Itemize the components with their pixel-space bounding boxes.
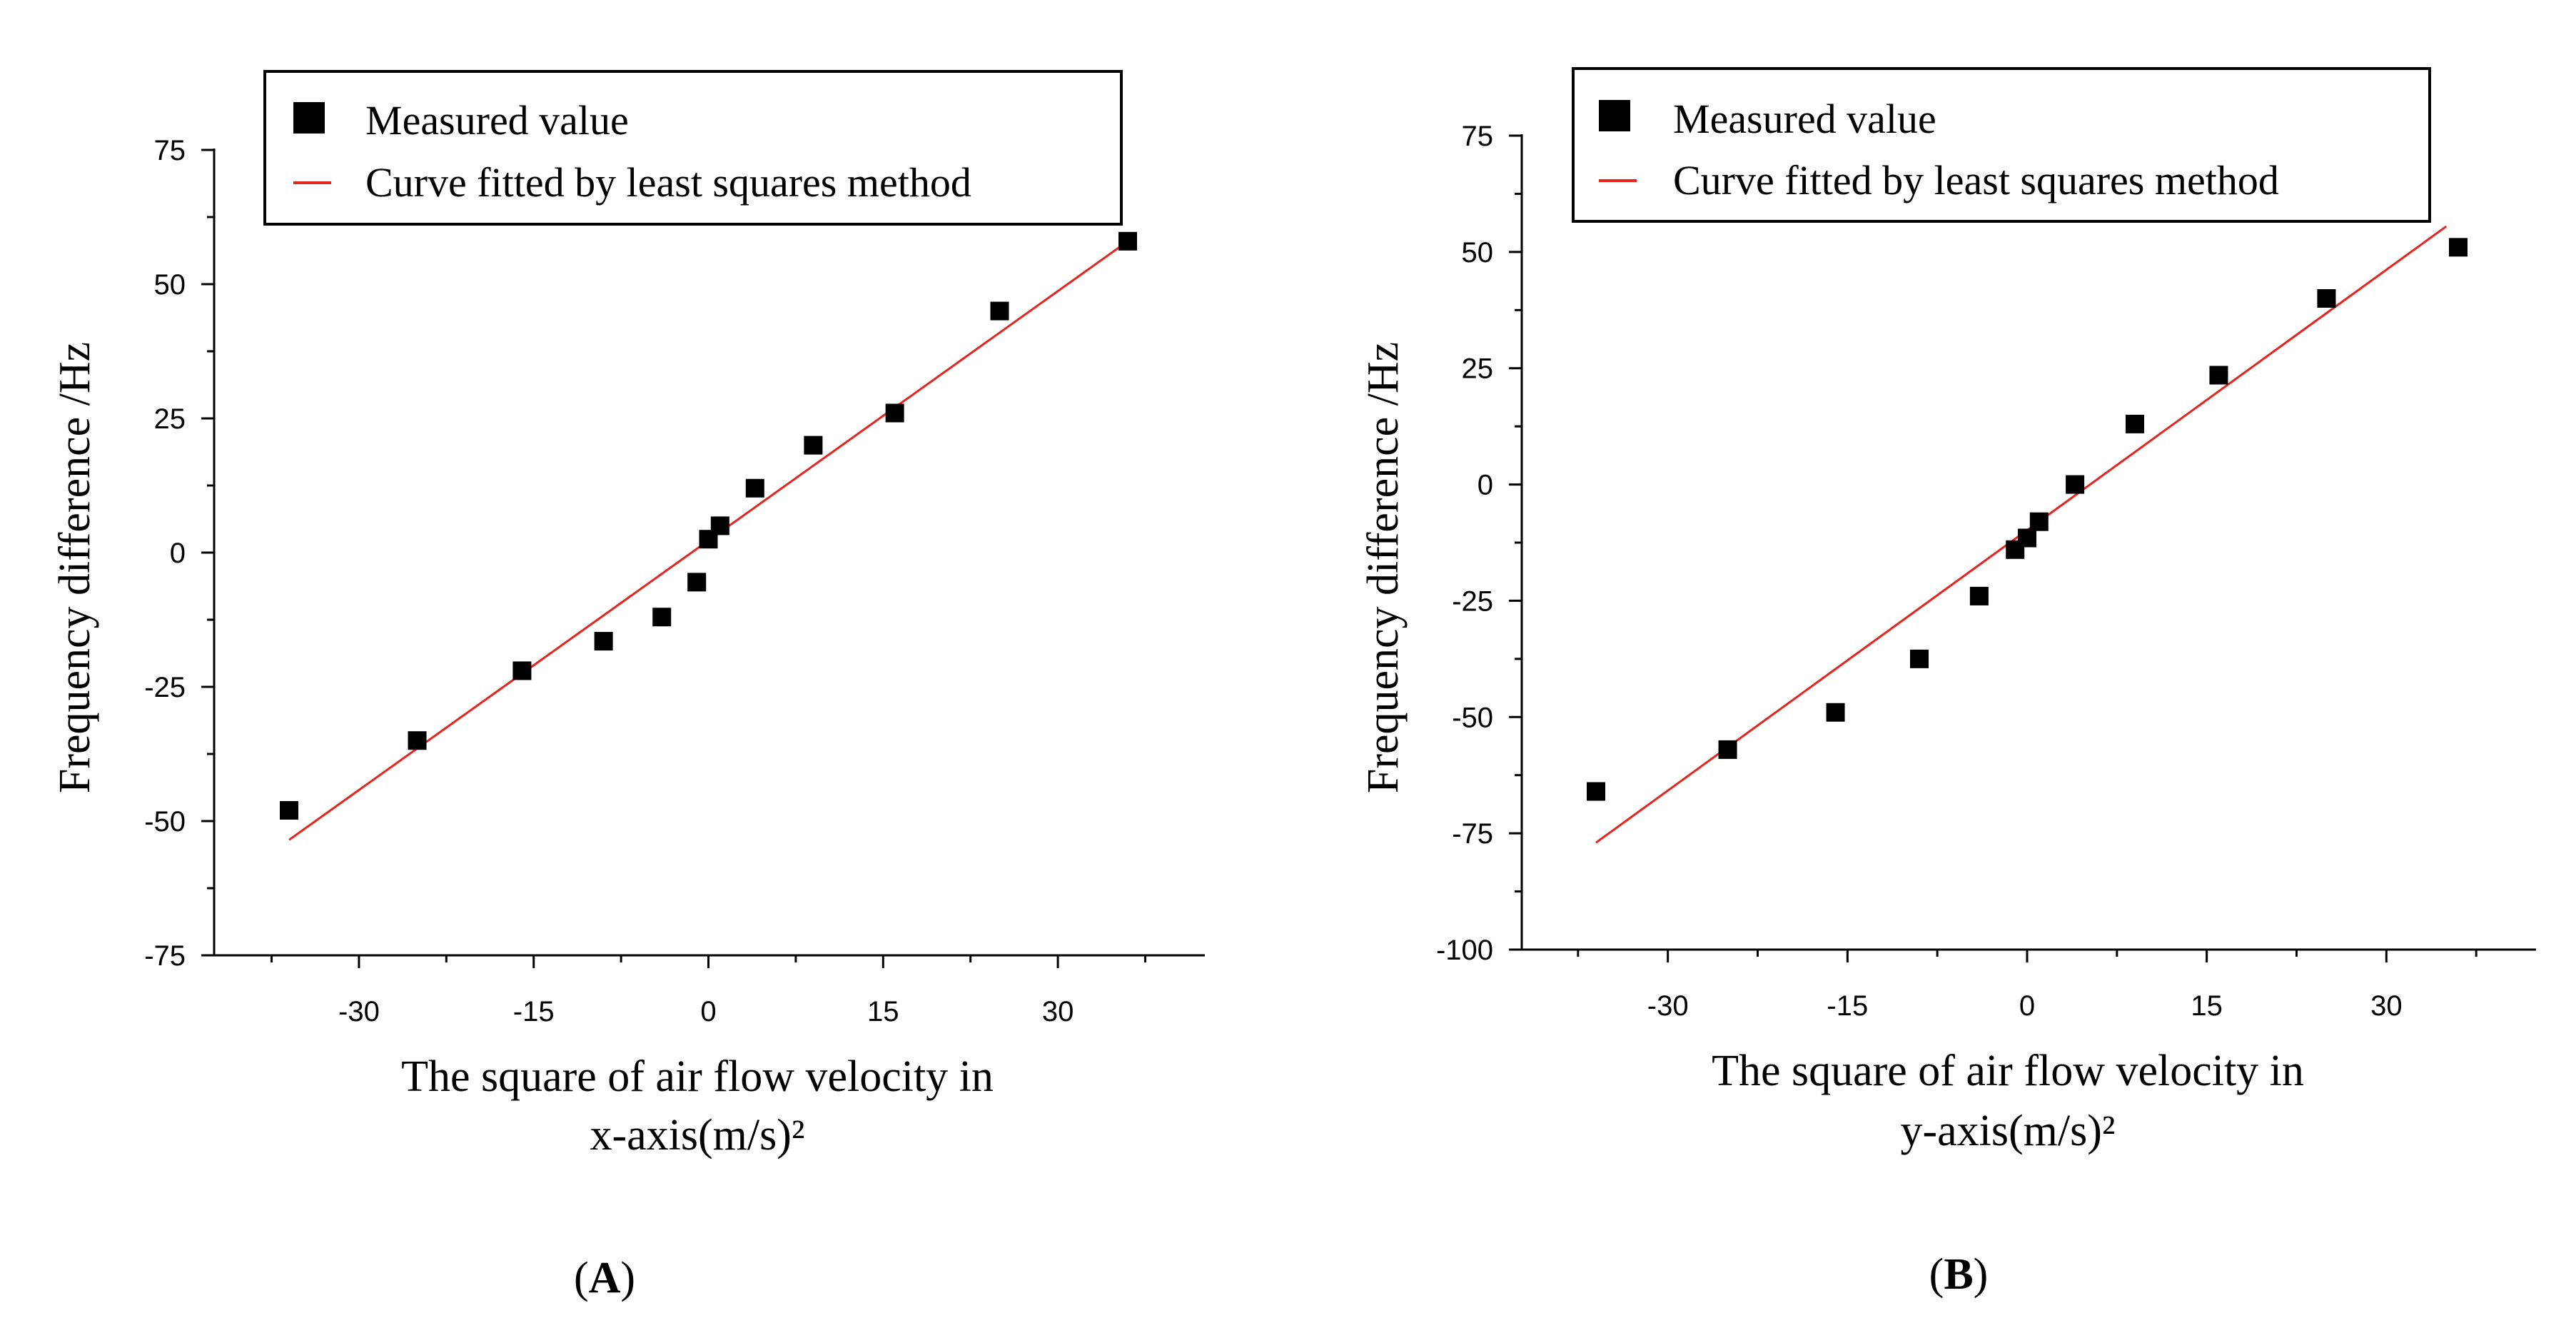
chart-b-xlabel-line1: The square of air flow velocity in (1712, 1047, 2304, 1095)
chart-a-y-tick-label: -25 (144, 672, 186, 703)
chart-a-legend-box (263, 70, 1123, 226)
chart-a-x-tick-label: -15 (513, 996, 555, 1027)
chart-a-data-point (745, 478, 764, 498)
chart-b-x-tick-label: -30 (1647, 990, 1689, 1022)
chart-b-legend-marker-label: Measured value (1673, 96, 1936, 142)
chart-b-data-point (1910, 649, 1929, 668)
chart-b-data-point (2317, 289, 2336, 308)
chart-a-data-point (280, 800, 298, 820)
chart-b-data-point (1826, 703, 1845, 722)
chart-a-data-point (804, 436, 823, 455)
chart-b-xlabel-line2: y-axis(m/s)² (1901, 1107, 2116, 1155)
chart-b-y-tick-label: 0 (1478, 470, 1493, 501)
chart-b-data-point (2018, 528, 2036, 548)
chart-b: -100 -75 -50 -25 0 25 50 75 -30 -15 0 15 30 Measured… (1359, 67, 2536, 1299)
chart-a-legend-marker-icon (293, 102, 325, 134)
chart-a-data-point (408, 731, 427, 750)
chart-a-y-tick-label: 75 (154, 135, 186, 166)
chart-a-y-tick-label: 50 (154, 269, 186, 301)
chart-b-data-point (1718, 740, 1737, 759)
chart-a-legend-line-label: Curve fitted by least squares method (365, 159, 971, 206)
chart-b-plot-area: -100 -75 -50 -25 0 25 50 75 -30 -15 0 15 30 (1436, 121, 2536, 1022)
chart-b-data-point (2126, 414, 2144, 433)
chart-b-legend-marker-icon (1599, 100, 1630, 131)
chart-a-y-tick-label: -50 (144, 806, 186, 837)
chart-b-y-tick-label: 25 (1462, 353, 1494, 385)
chart-b-y-tick-label: -50 (1452, 702, 1493, 733)
chart-b-data-point (2449, 238, 2468, 257)
chart-a-panel-label: (A) (574, 1254, 635, 1302)
chart-b-x-tick-label: 15 (2191, 990, 2223, 1022)
chart-a-data-point (990, 301, 1009, 321)
chart-a-data-point (1118, 231, 1137, 251)
chart-b-legend: Measured value Curve fitted by least squ… (1572, 67, 2431, 223)
chart-a-plot-area: -75 -50 -25 0 25 50 75 -30 -15 0 15 30 (144, 135, 1205, 1027)
chart-b-data-point (2029, 512, 2049, 531)
chart-a-y-tick-label: 0 (170, 538, 186, 569)
chart-a-data-point (512, 661, 532, 680)
chart-a-data-point (687, 573, 707, 592)
chart-a-legend-marker-label: Measured value (365, 97, 629, 144)
chart-b-y-tick-label: -25 (1452, 585, 1493, 617)
chart-b-y-tick-label: -100 (1436, 935, 1493, 966)
chart-b-x-tick-label: 30 (2370, 990, 2403, 1022)
chart-a-data-point (594, 632, 613, 651)
chart-a-legend: Measured value Curve fitted by least squ… (263, 70, 1123, 226)
chart-a-data-point (652, 608, 672, 627)
chart-b-y-tick-label: 75 (1462, 121, 1494, 152)
chart-a-x-tick-label: 15 (867, 996, 899, 1027)
chart-a-data-point (885, 403, 904, 423)
chart-b-x-tick-label: -15 (1827, 990, 1868, 1022)
chart-b-legend-line-label: Curve fitted by least squares method (1673, 157, 2279, 203)
chart-b-y-tick-label: -75 (1452, 818, 1493, 850)
chart-a-ylabel: Frequency difference /Hz (51, 342, 99, 793)
chart-a: -75 -50 -25 0 25 50 75 -30 -15 0 15 30 Measured val… (51, 70, 1205, 1302)
chart-b-y-tick-label: 50 (1462, 237, 1494, 268)
chart-b-panel-label: (B) (1929, 1250, 1989, 1299)
chart-b-legend-box (1572, 67, 2431, 223)
chart-a-y-tick-label: 25 (154, 403, 186, 435)
chart-a-x-tick-label: 30 (1042, 996, 1074, 1027)
chart-a-xlabel-line1: The square of air flow velocity in (401, 1052, 994, 1101)
chart-b-x-tick-label: 0 (2019, 990, 2035, 1022)
chart-b-data-point (2066, 475, 2085, 494)
chart-a-x-tick-label: 0 (700, 996, 716, 1027)
chart-b-data-point (1969, 586, 1989, 605)
chart-a-x-tick-label: -30 (338, 996, 380, 1027)
chart-b-ylabel: Frequency difference /Hz (1359, 342, 1408, 793)
chart-b-data-point (1587, 782, 1605, 801)
chart-a-y-tick-label: -75 (144, 940, 186, 972)
chart-a-data-point (710, 516, 729, 535)
chart-b-data-point (2209, 366, 2228, 385)
chart-a-xlabel-line2: x-axis(m/s)² (590, 1111, 805, 1160)
